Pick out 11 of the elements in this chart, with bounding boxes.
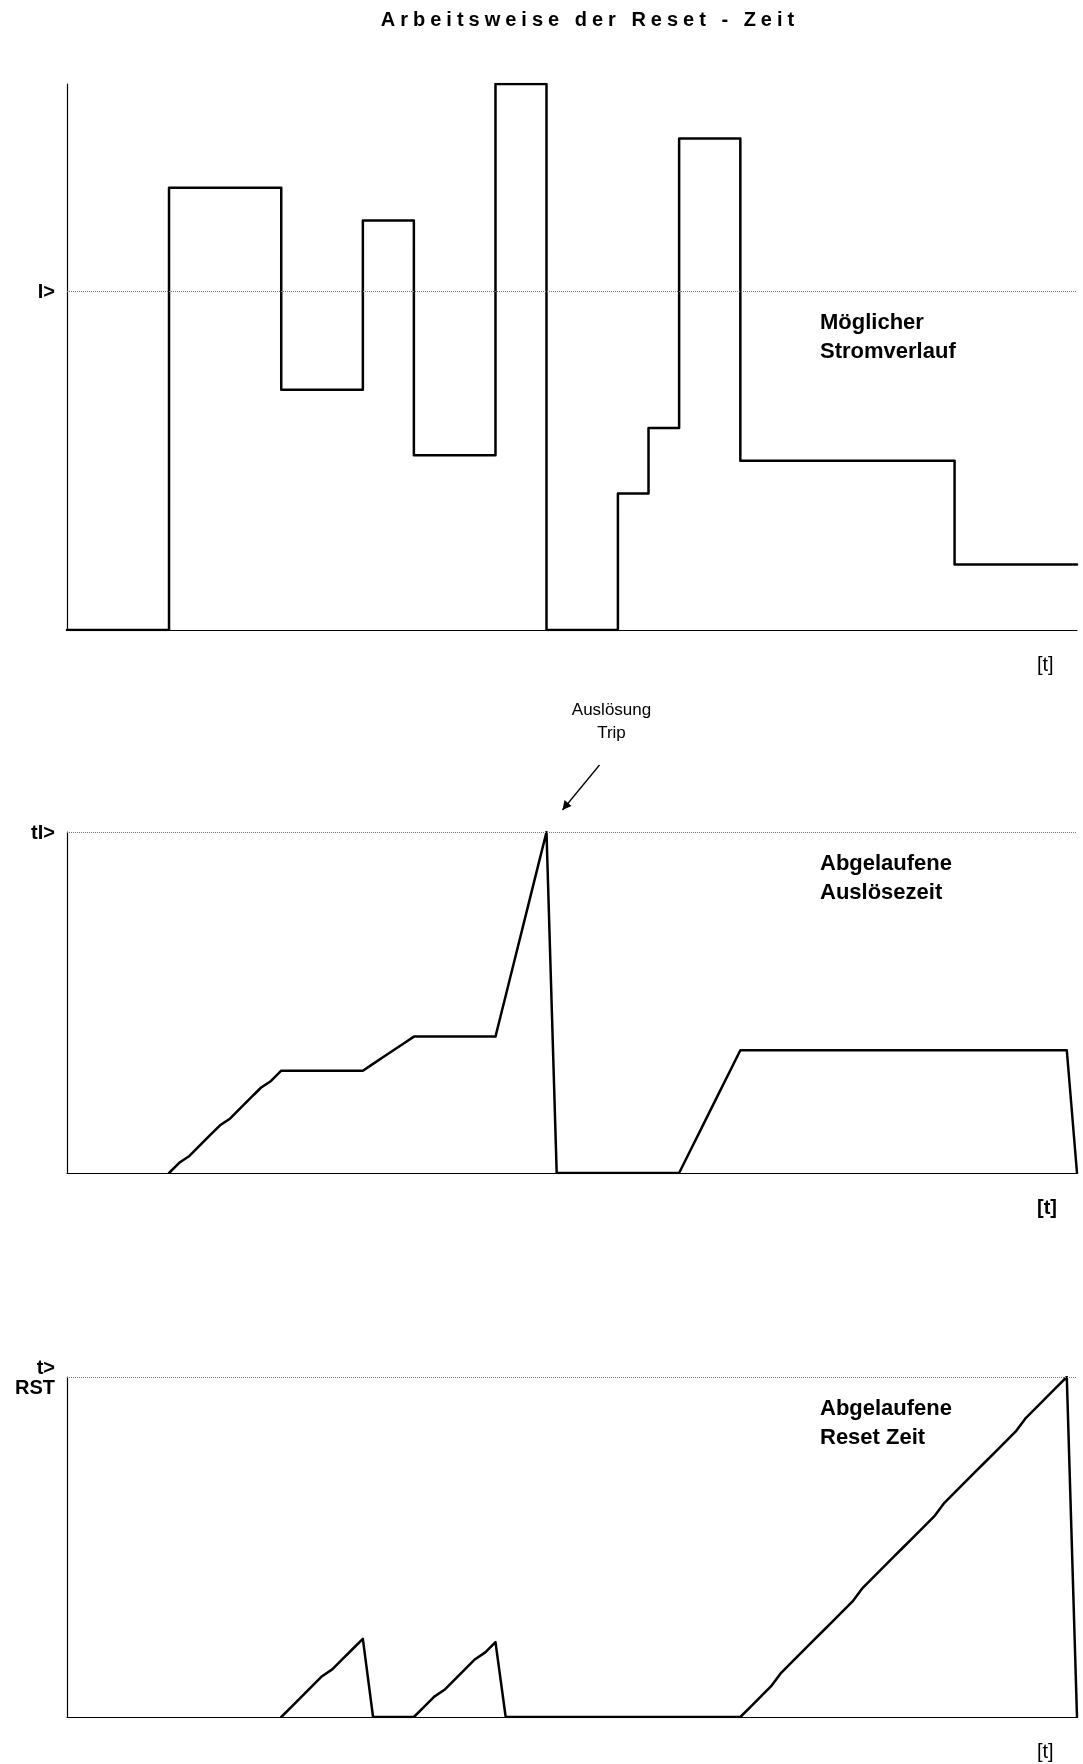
x-axis-title: [t] — [1037, 1196, 1057, 1218]
ref-line-label: tI> — [31, 821, 55, 843]
annotation: Abgelaufene Reset Zeit — [820, 1395, 953, 1449]
x-axis-title: [t] — [1037, 1740, 1054, 1762]
annotation: Abgelaufene Auslösezeit — [820, 850, 953, 904]
chart-title: Arbeitsweise der Reset - Zeit — [379, 8, 801, 31]
ref-line-label: t> RST — [15, 1356, 55, 1398]
ref-line-label: I> — [37, 280, 55, 303]
annotation: Möglicher Stromverlauf — [820, 309, 957, 364]
x-axis-title: [t] — [1037, 653, 1054, 675]
text: Auslösung Trip — [571, 700, 652, 742]
